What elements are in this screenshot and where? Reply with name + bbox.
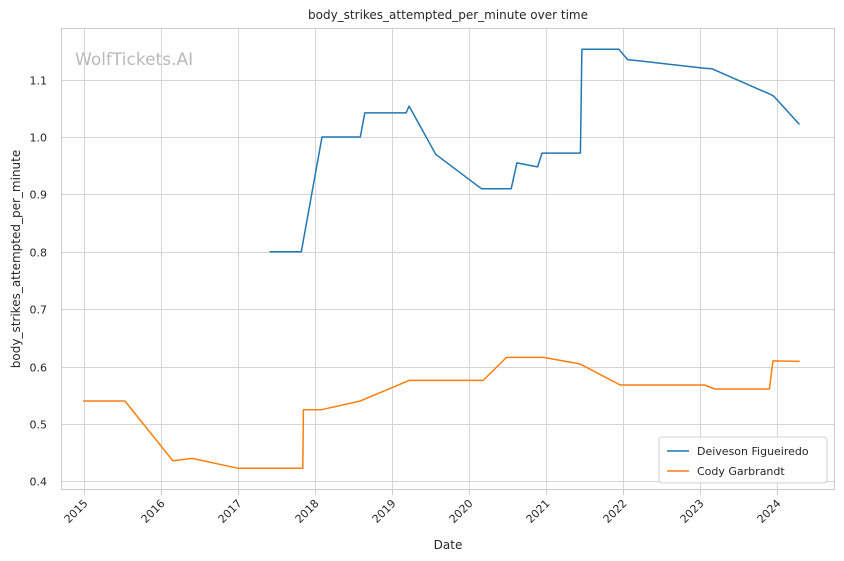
y-tick-label: 0.8 — [30, 247, 48, 260]
legend-label: Cody Garbrandt — [697, 465, 785, 478]
series-line — [83, 356, 800, 469]
y-tick-label: 0.5 — [30, 419, 48, 432]
legend-box — [658, 436, 828, 484]
series-layer — [83, 48, 800, 469]
y-tick-label: 0.7 — [30, 304, 48, 317]
y-axis-ticks: 0.4 0.5 0.6 0.7 0.8 0.9 1.0 1.1 — [30, 75, 48, 489]
legend: Deiveson Figueiredo Cody Garbrandt — [658, 436, 828, 484]
y-tick-label: 1.1 — [30, 75, 48, 88]
plot-area — [61, 28, 835, 490]
y-tick-label: 1.0 — [30, 132, 48, 145]
legend-label: Deiveson Figueiredo — [697, 445, 809, 458]
plot-border — [61, 28, 835, 490]
y-tick-label: 0.9 — [30, 189, 48, 202]
y-tick-label: 0.6 — [30, 362, 48, 375]
x-axis-label: Date — [434, 538, 463, 552]
series-line — [269, 48, 800, 253]
y-axis-label: body_strikes_attempted_per_minute — [9, 150, 23, 368]
watermark: WolfTickets.AI — [75, 50, 193, 70]
y-tick-label: 0.4 — [30, 476, 48, 489]
chart-title: body_strikes_attempted_per_minute over t… — [308, 8, 588, 22]
